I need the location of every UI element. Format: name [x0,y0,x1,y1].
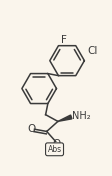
Text: Abs: Abs [47,145,61,154]
Text: Cl: Cl [86,46,97,56]
Text: F: F [60,35,66,45]
Text: O: O [52,139,60,149]
Text: NH₂: NH₂ [71,111,90,121]
Polygon shape [57,115,71,121]
Text: O: O [27,124,36,134]
